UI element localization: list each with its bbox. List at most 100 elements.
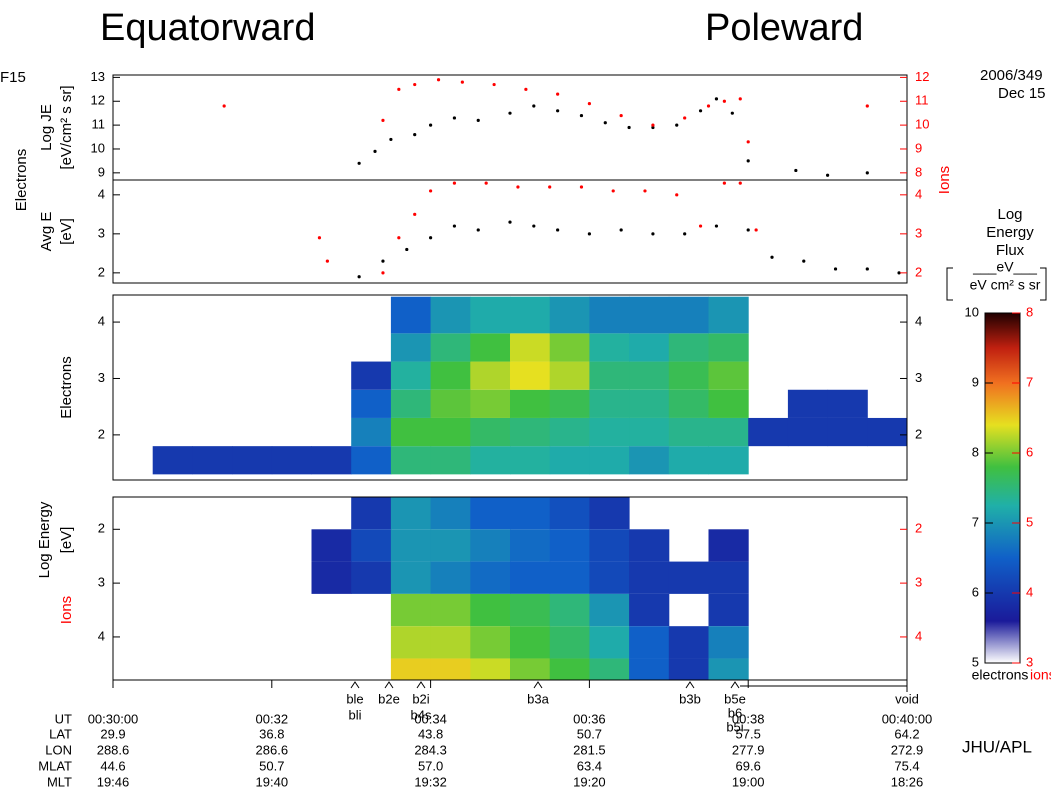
y-tick-label: 12 bbox=[91, 93, 105, 108]
x-tick-label: 00:38 bbox=[732, 711, 765, 726]
point bbox=[508, 111, 512, 115]
heatmap-cell bbox=[629, 389, 670, 418]
heatmap-cell bbox=[629, 593, 670, 627]
point bbox=[802, 259, 806, 263]
point bbox=[627, 125, 631, 130]
heatmap-cell bbox=[629, 417, 670, 447]
panel: 9 10 11 12 13 8 9 10 11 12 Log JE [eV/cm² s sr] bbox=[38, 69, 929, 181]
point bbox=[222, 104, 226, 108]
point bbox=[651, 125, 655, 130]
ephemeris-value: 19:20 bbox=[573, 774, 606, 789]
heatmap-cell bbox=[470, 658, 511, 680]
heatmap-cell bbox=[470, 593, 511, 627]
ephemeris-value: 50.7 bbox=[577, 726, 602, 741]
satellite: F15 bbox=[0, 69, 26, 86]
point bbox=[865, 171, 869, 175]
x-tick-label: 00:34 bbox=[414, 711, 447, 726]
heatmap-cell bbox=[549, 446, 590, 475]
y2-tick-label: 2 bbox=[915, 426, 922, 441]
boundary-label: b3b bbox=[679, 691, 701, 706]
boundary-label: void bbox=[895, 691, 919, 706]
x-tick-label: 00:30:00 bbox=[88, 711, 139, 726]
point bbox=[683, 116, 687, 120]
boundary-label: b3a bbox=[527, 691, 549, 706]
colorbar-tick-label: 9 bbox=[972, 374, 979, 389]
heatmap-cell bbox=[390, 389, 432, 418]
heatmap-cell bbox=[708, 446, 749, 475]
heatmap-cell bbox=[629, 361, 670, 390]
colorbar-label: ions bbox=[1030, 667, 1051, 683]
heatmap-cell bbox=[589, 529, 630, 562]
heatmap-cell bbox=[510, 658, 551, 680]
colorbar-title: Flux bbox=[996, 242, 1025, 259]
heatmap-cell bbox=[430, 446, 471, 475]
boundary-label: b5e bbox=[724, 691, 746, 706]
colorbar-tick-label: 7 bbox=[972, 514, 979, 529]
heatmap-cell bbox=[827, 389, 868, 418]
heatmap-cell bbox=[668, 333, 709, 362]
boundary-label: b6 bbox=[728, 705, 742, 720]
heatmap-cell bbox=[430, 658, 471, 680]
colorbar-tick-label: 8 bbox=[972, 444, 979, 459]
heatmap-cell bbox=[668, 296, 709, 334]
heatmap-cell bbox=[549, 417, 590, 447]
ephemeris-value: 75.4 bbox=[894, 758, 919, 773]
y-tick-label: 3 bbox=[98, 575, 105, 590]
point bbox=[556, 109, 560, 113]
heatmap-cell bbox=[510, 529, 551, 562]
point bbox=[429, 236, 433, 240]
heatmap-cell bbox=[589, 417, 630, 447]
point bbox=[865, 267, 869, 271]
heatmap-cell bbox=[549, 593, 590, 627]
point bbox=[452, 224, 457, 228]
point bbox=[643, 189, 647, 193]
point bbox=[675, 193, 679, 197]
point bbox=[492, 82, 496, 87]
heatmap-cell bbox=[668, 658, 709, 680]
heatmap-cell bbox=[549, 529, 590, 562]
colorbar-tick-label: 6 bbox=[1026, 444, 1033, 459]
point bbox=[373, 149, 377, 153]
heatmap-cell bbox=[351, 389, 392, 418]
heatmap-cell bbox=[390, 626, 432, 659]
point bbox=[413, 133, 417, 137]
y-axis-unit: [eV/cm² s sr] bbox=[58, 85, 75, 169]
title-right: Poleward bbox=[705, 7, 863, 49]
colorbar-tick-label: 6 bbox=[972, 584, 979, 599]
point bbox=[706, 104, 711, 108]
heatmap-cell bbox=[629, 529, 670, 562]
ephemeris-value: 57.0 bbox=[418, 758, 443, 773]
heatmap-cell bbox=[549, 497, 590, 530]
y2-tick-label: 8 bbox=[915, 164, 922, 179]
point bbox=[429, 123, 433, 127]
panel: 2 3 4 2 3 4 Avg E [eV] bbox=[38, 179, 922, 284]
heatmap-cell bbox=[589, 658, 630, 680]
heatmap-cell bbox=[510, 446, 551, 475]
point bbox=[532, 224, 536, 228]
boundary-carets bbox=[350, 681, 908, 692]
ephemeris-value: 288.6 bbox=[97, 742, 130, 757]
boundary-label: bli bbox=[348, 707, 361, 722]
heatmap-cell bbox=[708, 593, 749, 627]
y2-tick-label: 3 bbox=[915, 370, 922, 385]
title-left: Equatorward bbox=[100, 7, 315, 49]
row-label: MLAT bbox=[38, 758, 72, 773]
colorbar-title: Energy bbox=[986, 224, 1034, 241]
ephemeris-value: 277.9 bbox=[732, 742, 765, 757]
colorbar-title: Log bbox=[997, 206, 1022, 223]
panel-frame bbox=[112, 74, 908, 181]
heatmap-cell bbox=[390, 658, 432, 680]
y2-tick-label: 2 bbox=[915, 521, 922, 536]
heatmap-cell bbox=[668, 389, 709, 418]
y-tick-label: 4 bbox=[98, 314, 105, 329]
heatmap-cell bbox=[549, 626, 590, 659]
y2-tick-label: 4 bbox=[915, 628, 922, 643]
x-tick-label: 00:32 bbox=[256, 711, 289, 726]
y2-tick-label: 3 bbox=[915, 575, 922, 590]
colorbar-tick-label: 3 bbox=[1026, 654, 1033, 669]
point bbox=[429, 189, 433, 193]
point bbox=[587, 102, 592, 106]
point bbox=[746, 140, 750, 144]
point bbox=[738, 97, 742, 101]
